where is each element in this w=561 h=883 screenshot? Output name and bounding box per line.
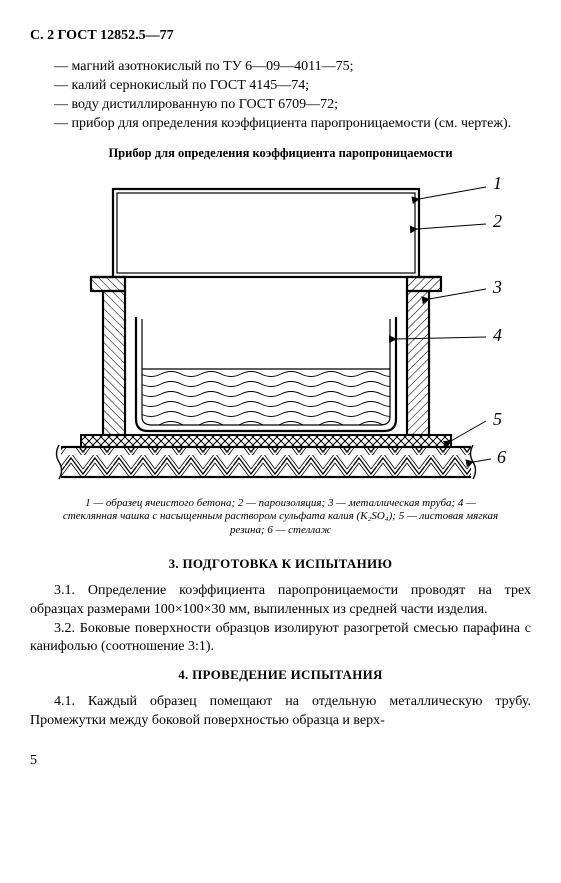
figure-caption: 1 — образец ячеистого бетона; 2 — пароиз… — [62, 497, 499, 538]
section-3-body: 3.1. Определение коэффициента паропрониц… — [30, 582, 531, 658]
figure-label-5: 5 — [493, 409, 502, 429]
section-3-title: 3. ПОДГОТОВКА К ИСПЫТАНИЮ — [30, 556, 531, 572]
figure-label-2: 2 — [493, 211, 502, 231]
list-item: — прибор для определения коэффициента па… — [30, 115, 531, 134]
paragraph: 4.1. Каждый образец помещают на отдельну… — [30, 693, 531, 731]
page-header: С. 2 ГОСТ 12852.5—77 — [30, 28, 531, 44]
page: С. 2 ГОСТ 12852.5—77 — магний азотнокисл… — [0, 0, 561, 789]
page-number: 5 — [30, 753, 531, 769]
figure-label-6: 6 — [497, 447, 506, 467]
list-item: — магний азотнокислый по ТУ 6—09—4011—75… — [30, 58, 531, 77]
paragraph: 3.1. Определение коэффициента паропрониц… — [30, 582, 531, 620]
figure-label-4: 4 — [493, 325, 502, 345]
figure-title: Прибор для определения коэффициента паро… — [30, 146, 531, 161]
list-item: — воду дистиллированную по ГОСТ 6709—72; — [30, 96, 531, 115]
paragraph: 3.2. Боковые поверхности образцов изолир… — [30, 620, 531, 658]
section-4-body: 4.1. Каждый образец помещают на отдельну… — [30, 693, 531, 731]
apparatus-diagram: 1 2 3 4 5 6 — [41, 169, 521, 489]
list-item: — калий сернокислый по ГОСТ 4145—74; — [30, 77, 531, 96]
figure-label-3: 3 — [492, 277, 502, 297]
figure-label-1: 1 — [493, 173, 502, 193]
materials-list: — магний азотнокислый по ТУ 6—09—4011—75… — [30, 58, 531, 134]
section-4-title: 4. ПРОВЕДЕНИЕ ИСПЫТАНИЯ — [30, 667, 531, 683]
